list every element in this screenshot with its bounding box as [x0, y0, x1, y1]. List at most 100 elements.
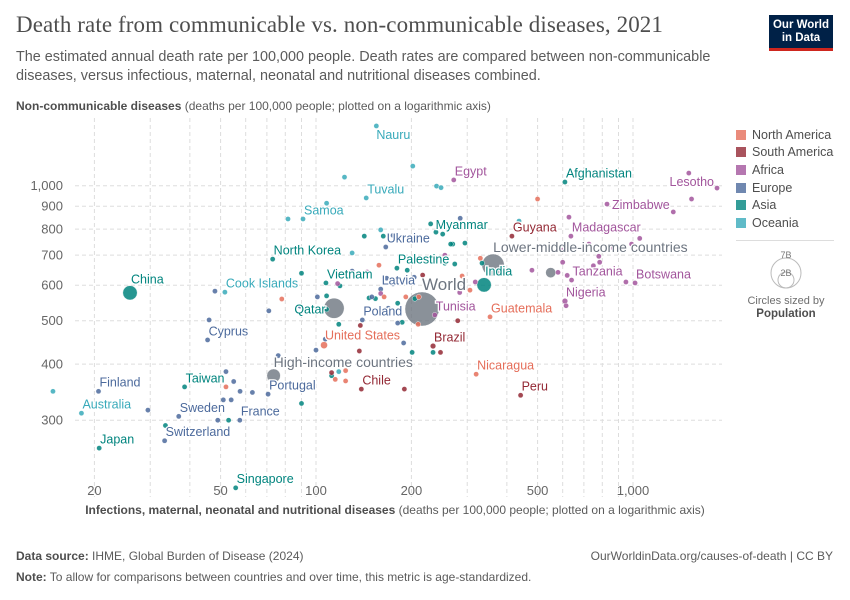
data-point: [670, 209, 677, 215]
data-point: [607, 244, 614, 251]
data-point: [335, 321, 342, 328]
data-point: [688, 196, 695, 202]
data-point: [604, 201, 610, 207]
color-legend: North America South America Africa Europe As…: [736, 126, 833, 232]
point-label: Egypt: [455, 164, 487, 178]
y-tick-label: 600: [41, 278, 63, 293]
note-text: To allow for comparisons between countri…: [49, 570, 532, 584]
data-source-label: Data source:: [16, 549, 89, 563]
y-tick-label: 700: [41, 248, 63, 263]
size-circle-small: [777, 271, 795, 289]
data-point: [341, 174, 348, 180]
data-point: [342, 367, 349, 374]
data-point: [323, 293, 330, 299]
point-label: Switzerland: [166, 425, 231, 439]
legend-divider: [736, 240, 834, 241]
data-point: [364, 269, 370, 275]
data-point: [623, 279, 629, 285]
data-point: [220, 397, 227, 403]
data-point: [369, 294, 375, 300]
legend-swatch: [736, 164, 746, 175]
data-point: [467, 287, 473, 293]
data-point: [403, 294, 409, 300]
data-point: [566, 214, 572, 220]
data-point: [457, 215, 463, 222]
data-point: [427, 221, 434, 227]
data-point: [714, 185, 720, 191]
legend-item[interactable]: North America: [736, 126, 833, 144]
data-point: [439, 231, 446, 237]
data-point: [162, 422, 169, 429]
point-label: Qatar: [294, 302, 325, 316]
data-point: [586, 241, 592, 247]
point-label: Lower-middle-income countries: [493, 239, 688, 255]
point-label: Finland: [99, 376, 140, 390]
y-tick-label: 800: [41, 222, 63, 237]
data-point: [382, 244, 389, 250]
data-point: [568, 277, 575, 283]
legend-item[interactable]: Asia: [736, 196, 833, 214]
data-point: [596, 259, 603, 266]
point-label: Nicaragua: [477, 359, 534, 373]
legend-item[interactable]: Africa: [736, 161, 833, 179]
data-point: [534, 196, 541, 202]
data-point: [377, 227, 384, 233]
logo-line-2: in Data: [781, 32, 821, 44]
data-point: [590, 262, 597, 269]
legend-swatch: [736, 147, 746, 158]
data-point: [555, 269, 561, 276]
data-point: [568, 289, 574, 296]
data-point: [394, 320, 401, 326]
data-point: [564, 272, 570, 279]
data-point: [442, 260, 448, 266]
data-point: [628, 241, 635, 247]
data-point: [357, 322, 364, 329]
y-tick-label: 900: [41, 199, 63, 214]
logo-line-1: Our World: [772, 19, 829, 31]
data-point: [225, 417, 232, 424]
source-url[interactable]: OurWorldinData.org/causes-of-death | CC …: [590, 549, 833, 563]
point-label: Portugal: [269, 379, 316, 393]
data-point: [334, 280, 341, 287]
data-point: [383, 275, 390, 281]
data-point: [228, 397, 234, 403]
data-point: [419, 272, 426, 278]
data-point: [278, 296, 285, 302]
data-point: [95, 388, 102, 395]
legend-item[interactable]: Oceania: [736, 214, 833, 232]
data-point: [223, 368, 229, 375]
owid-logo[interactable]: Our World in Data: [769, 15, 833, 51]
x-tick-label: 500: [527, 483, 549, 498]
data-point: [686, 170, 692, 176]
data-point: [323, 280, 329, 286]
data-point: [206, 317, 212, 323]
data-point: [266, 368, 281, 383]
point-label: United States: [325, 329, 400, 343]
y-axis-label: Non-communicable diseases (deaths per 10…: [16, 99, 491, 113]
point-label: Peru: [522, 380, 548, 394]
legend-item[interactable]: South America: [736, 144, 833, 162]
chart-subtitle: The estimated annual death rate per 100,…: [16, 49, 711, 84]
data-point: [356, 348, 363, 354]
point-label: Australia: [82, 398, 131, 412]
data-point: [415, 321, 421, 328]
legend-label: Oceania: [752, 215, 799, 230]
x-tick-label: 20: [87, 483, 101, 498]
data-point: [78, 410, 85, 416]
data-point: [361, 233, 368, 239]
point-label: India: [485, 265, 512, 279]
data-point: [349, 250, 355, 256]
data-source-text[interactable]: IHME, Global Burden of Disease (2024): [92, 549, 304, 563]
data-point: [322, 336, 329, 342]
point-label: Guyana: [513, 221, 557, 235]
legend-item[interactable]: Europe: [736, 179, 833, 197]
legend-label: South America: [752, 145, 834, 160]
chart-title: Death rate from communicable vs. non-com…: [16, 12, 664, 37]
point-label: Guatemala: [491, 301, 552, 315]
point-label: Vietnam: [327, 267, 373, 281]
point-labels: World Lower-middle-income countries High-i…: [81, 127, 715, 488]
data-point: [477, 255, 484, 262]
data-point: [214, 417, 221, 424]
data-point: [237, 417, 243, 424]
